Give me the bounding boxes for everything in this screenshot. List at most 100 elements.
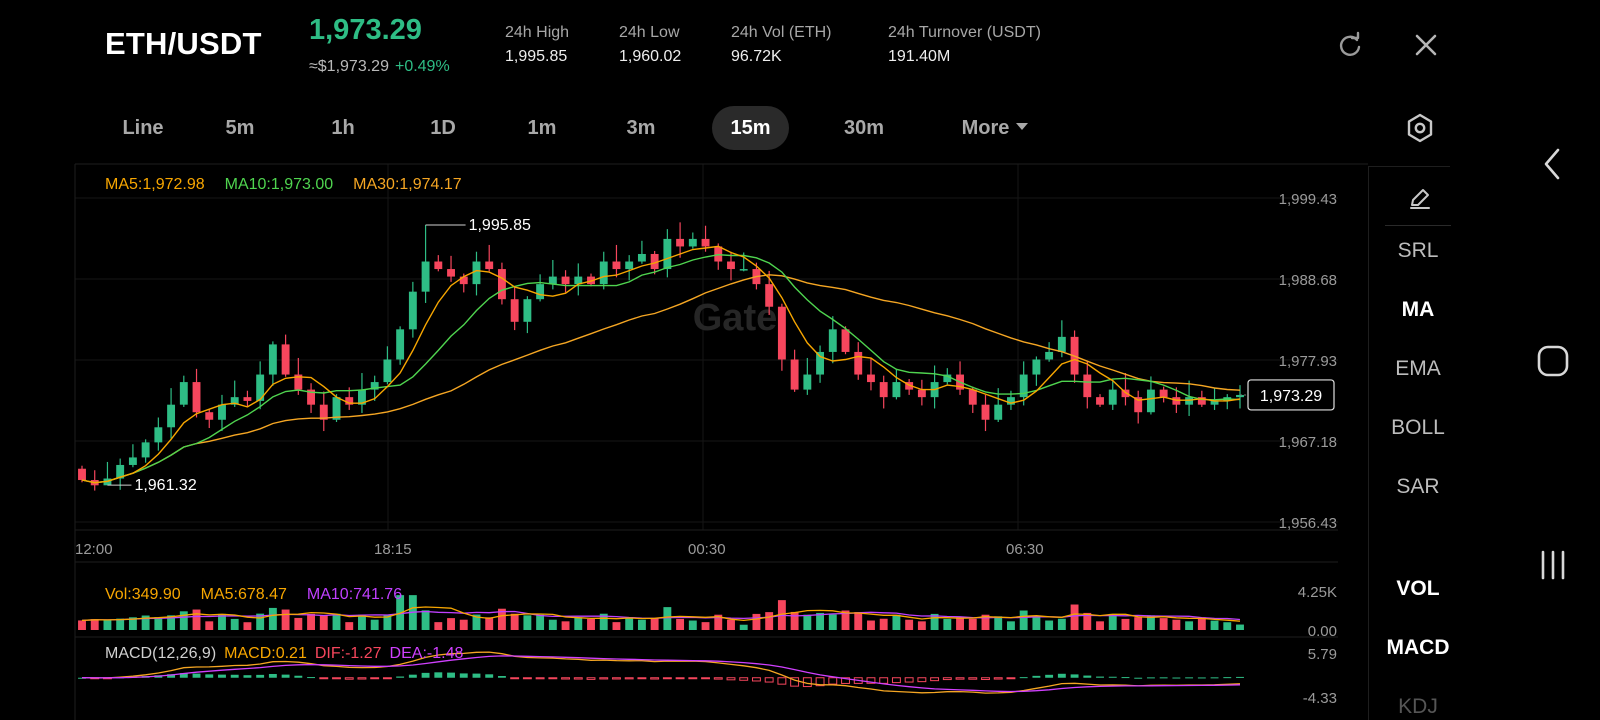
candle-body xyxy=(803,374,812,390)
macd-bar xyxy=(981,677,990,681)
indicator-ema[interactable]: EMA xyxy=(1395,357,1441,380)
macd-bar xyxy=(396,676,405,678)
stat-24h-vol: 24h Vol (ETH) 96.72K xyxy=(731,24,831,66)
tab-30m[interactable]: 30m xyxy=(843,117,885,139)
y-tick-label: 1,999.43 xyxy=(1279,191,1337,208)
ma30-line xyxy=(81,274,1241,484)
stat-label: 24h High xyxy=(505,24,570,41)
candle-body xyxy=(358,389,366,405)
candle-body xyxy=(1108,389,1117,405)
macd-bar xyxy=(1070,674,1079,678)
indicator-vol[interactable]: VOL xyxy=(1396,577,1440,600)
macd-bar xyxy=(726,677,736,681)
volume-bar xyxy=(281,609,290,630)
macd-bar xyxy=(777,677,787,685)
stat-value: 96.72K xyxy=(731,48,782,65)
tab-1m[interactable]: 1m xyxy=(527,117,557,139)
volume-bar xyxy=(1185,621,1194,630)
indicator-boll[interactable]: BOLL xyxy=(1391,416,1445,439)
macd-tick-label: 5.79 xyxy=(1308,646,1337,663)
gear-icon[interactable] xyxy=(1404,112,1436,144)
candle-body xyxy=(154,427,163,443)
volume-bar xyxy=(1210,620,1219,630)
indicator-kdj[interactable]: KDJ xyxy=(1398,695,1438,718)
candle-body xyxy=(192,382,201,413)
macd-bar xyxy=(382,677,392,680)
indicator-macd[interactable]: MACD xyxy=(1386,636,1450,659)
dif-line xyxy=(81,651,1241,694)
candle-body xyxy=(1146,389,1155,413)
back-chevron-icon[interactable] xyxy=(1536,144,1566,184)
legend-dea: DEA:-1.48 xyxy=(390,645,464,662)
x-axis-ticks: 12:00 18:15 00:30 06:30 xyxy=(75,541,1044,558)
macd-bar xyxy=(993,677,1003,680)
macd-bar xyxy=(344,677,354,680)
candle-body xyxy=(981,404,990,420)
pair-title: ETH/USDT xyxy=(105,26,262,61)
volume-bar xyxy=(994,616,1003,630)
candle-body xyxy=(523,299,532,322)
volume-bar xyxy=(510,613,519,630)
indicator-ma[interactable]: MA xyxy=(1401,298,1435,321)
tab-15m[interactable]: 15m xyxy=(712,106,789,150)
legend-ma5: MA5:1,972.98 xyxy=(105,176,205,193)
macd-bar xyxy=(447,672,455,678)
volume-bar xyxy=(294,617,303,630)
tab-1h[interactable]: 1h xyxy=(331,117,355,139)
indicator-sar[interactable]: SAR xyxy=(1396,475,1440,498)
volume-bar xyxy=(663,607,672,630)
candle-body xyxy=(1096,397,1104,405)
macd-bar xyxy=(522,677,532,680)
candle-body xyxy=(816,351,825,375)
macd-bar xyxy=(891,677,901,684)
pen-icon[interactable] xyxy=(1407,185,1433,211)
volume-bar xyxy=(905,619,914,630)
tab-1d[interactable]: 1D xyxy=(430,117,456,139)
high-marker-label: 1,995.85 xyxy=(469,217,531,234)
volume-bar xyxy=(103,620,112,630)
recents-icon[interactable] xyxy=(1536,548,1570,582)
macd-bar xyxy=(790,677,800,687)
volume-bar xyxy=(307,613,315,630)
refresh-icon[interactable] xyxy=(1335,30,1365,60)
candle-body xyxy=(1185,397,1194,405)
volume-bar xyxy=(383,614,392,630)
candle-body xyxy=(701,238,710,247)
legend-macd-params: MACD(12,26,9) xyxy=(105,645,216,662)
volume-bar xyxy=(714,614,723,630)
volume-bar xyxy=(332,613,341,630)
candle-body xyxy=(485,261,494,270)
candle-body xyxy=(739,269,748,271)
macd-bar xyxy=(1006,677,1016,680)
indicator-srl[interactable]: SRL xyxy=(1397,239,1439,262)
volume-bar xyxy=(752,613,761,630)
candle-body xyxy=(167,404,176,428)
macd-bar xyxy=(485,674,494,678)
tab-more[interactable]: More xyxy=(940,106,1050,150)
volume-bar xyxy=(256,613,265,630)
macd-bar xyxy=(930,677,940,682)
tab-line[interactable]: Line xyxy=(122,117,164,139)
tab-5m[interactable]: 5m xyxy=(225,117,255,139)
volume-bar xyxy=(268,607,277,630)
tab-3m[interactable]: 3m xyxy=(626,117,656,139)
candle-body xyxy=(548,276,557,285)
macd-bar xyxy=(1108,676,1117,678)
volume-bar xyxy=(1083,612,1092,630)
macd-bar xyxy=(955,677,965,680)
close-icon[interactable] xyxy=(1411,30,1441,60)
home-icon[interactable] xyxy=(1536,344,1570,378)
volume-bar xyxy=(421,610,430,630)
stat-24h-turnover: 24h Turnover (USDT) 191.40M xyxy=(888,24,1041,66)
volume-bar xyxy=(828,614,837,630)
candle-body xyxy=(141,442,150,458)
volume-bar xyxy=(739,624,748,630)
y-tick-label: 1,956.43 xyxy=(1279,515,1337,532)
macd-pane: 5.79 -4.33 xyxy=(78,646,1337,707)
candle-body xyxy=(307,389,315,405)
macd-bar xyxy=(408,674,417,678)
volume-bar xyxy=(956,617,964,630)
price-chart[interactable]: Gate 1,995.851,961.321,973.29 1,999.431,… xyxy=(0,160,1368,720)
panel-divider xyxy=(1385,225,1451,226)
legend-vol: Vol:349.90 xyxy=(105,586,181,603)
